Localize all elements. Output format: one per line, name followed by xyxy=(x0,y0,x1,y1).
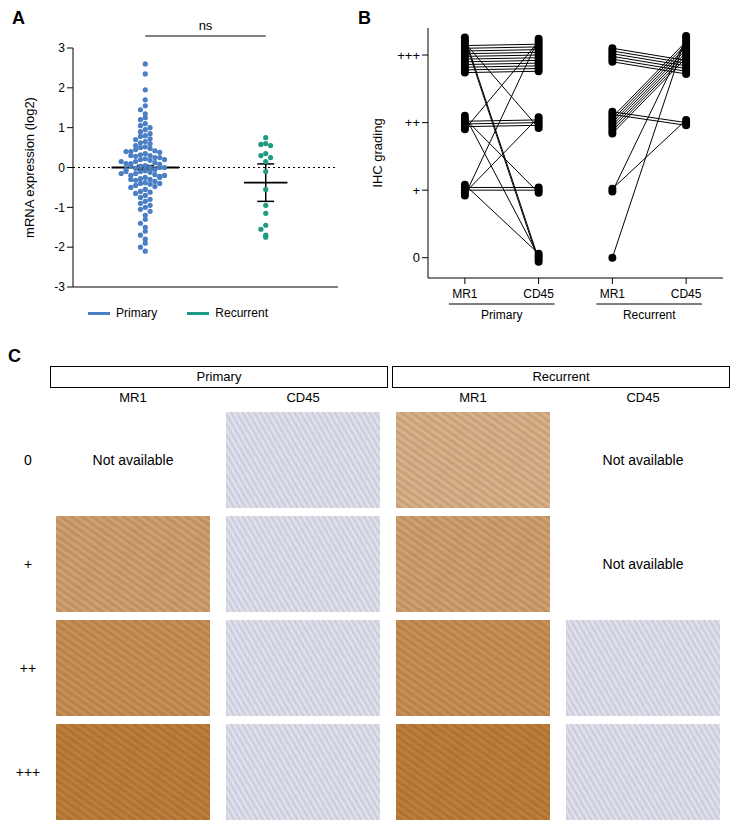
html-text:CD45: CD45 xyxy=(286,390,320,405)
svg-text:MR1: MR1 xyxy=(452,287,478,301)
html-text:MR1: MR1 xyxy=(119,390,147,405)
svg-text:1: 1 xyxy=(58,121,65,135)
html-text:Recurrent: Recurrent xyxy=(532,369,590,384)
svg-text:2: 2 xyxy=(58,81,65,95)
svg-text:mRNA expression (log2): mRNA expression (log2) xyxy=(22,97,37,238)
html-text:Not available: Not available xyxy=(602,556,684,572)
svg-text:0: 0 xyxy=(58,161,65,175)
svg-text:3: 3 xyxy=(58,41,65,55)
svg-text:-1: -1 xyxy=(54,201,65,215)
html-text:A: A xyxy=(12,8,25,28)
html-text:C: C xyxy=(8,346,21,366)
html-text:Primary: Primary xyxy=(196,369,242,384)
html-text:B: B xyxy=(358,8,371,28)
svg-text:CD45: CD45 xyxy=(523,287,554,301)
html-text:0: 0 xyxy=(24,452,32,468)
html-text:Not available: Not available xyxy=(602,452,684,468)
svg-text:ns: ns xyxy=(199,18,213,33)
svg-text:0: 0 xyxy=(413,250,420,265)
svg-text:+: + xyxy=(412,183,420,198)
html-text:CD45: CD45 xyxy=(626,390,660,405)
svg-text:IHC grading: IHC grading xyxy=(370,118,385,187)
svg-text:Primary: Primary xyxy=(481,308,522,322)
svg-text:-3: -3 xyxy=(54,280,65,294)
svg-text:CD45: CD45 xyxy=(671,287,702,301)
svg-text:MR1: MR1 xyxy=(600,287,626,301)
html-text:MR1: MR1 xyxy=(459,390,487,405)
svg-text:-2: -2 xyxy=(54,240,65,254)
svg-text:Recurrent: Recurrent xyxy=(623,308,676,322)
html-text:Primary: Primary xyxy=(116,306,158,320)
svg-text:+++: +++ xyxy=(397,48,420,63)
svg-text:++: ++ xyxy=(405,115,420,130)
html-text:Recurrent: Recurrent xyxy=(215,306,268,320)
html-text:Not available: Not available xyxy=(92,452,174,468)
